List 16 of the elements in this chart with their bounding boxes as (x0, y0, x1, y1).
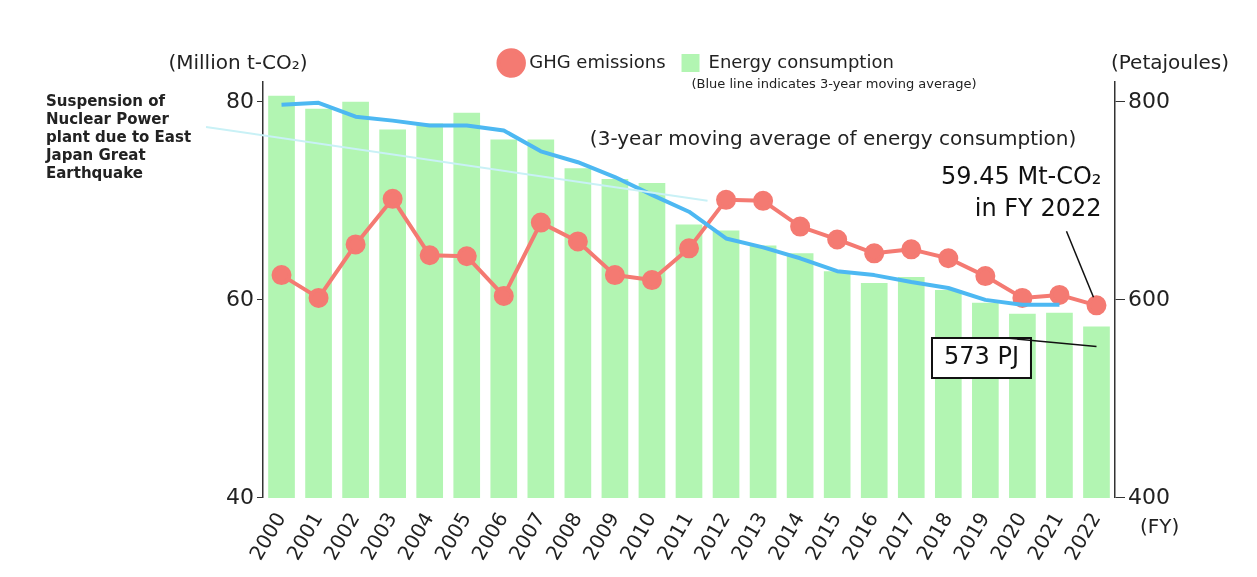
y2-tick-label: 600 (1128, 285, 1171, 311)
y2-tick-label: 400 (1128, 483, 1171, 509)
legend-label: GHG emissions (529, 50, 666, 72)
y-tick-label: 40 (225, 483, 254, 509)
y-tick-label: 80 (225, 87, 254, 113)
annotation: (Blue line indicates 3-year moving average) (691, 75, 977, 91)
series-label: (3-year moving average of energy consumption) (589, 125, 1077, 150)
y-axis-title: (Million t-CO₂) (168, 50, 308, 75)
y2-tick-label: 800 (1128, 87, 1171, 113)
x-axis-title: (FY) (1140, 514, 1180, 539)
y-tick-label: 60 (225, 285, 254, 311)
text: Suspension of Nuclear Power plant due to East Japan Great Earthquake (45, 92, 192, 183)
annotation: 573 PJ (943, 342, 1019, 371)
legend-label: Energy consumption (708, 50, 894, 72)
y2-axis-title: (Petajoules) (1110, 50, 1230, 75)
annotation: 59.45 Mt-CO₂ in FY 2022 (941, 161, 1102, 222)
